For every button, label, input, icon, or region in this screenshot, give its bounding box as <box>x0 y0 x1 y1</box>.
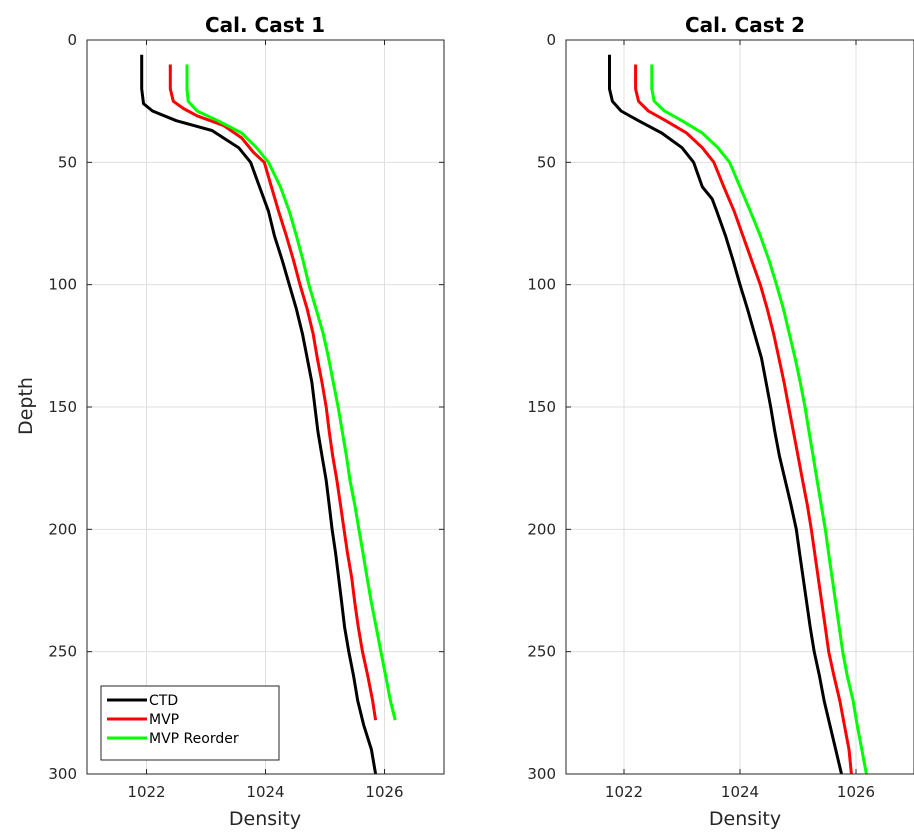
y-tick-label: 200 <box>48 520 77 538</box>
y-tick-label: 150 <box>527 398 556 416</box>
series-line-ctd <box>140 54 378 775</box>
y-tick-label: 200 <box>527 520 556 538</box>
x-axis-label: Density <box>229 808 301 830</box>
legend-entry: MVP <box>149 712 179 728</box>
x-tick-label: 1022 <box>127 783 165 801</box>
chart-panel-cal-cast-2: 1022 1024 1026 0 50 100 150 200 250 300 Cal. Cast … <box>527 13 914 830</box>
y-tick-label: 100 <box>48 276 77 294</box>
chart-panel-cal-cast-1: 1022 1024 1026 0 50 100 150 200 250 300 CTD MVP MVP … <box>15 13 445 830</box>
x-tick-label: 1026 <box>837 783 875 801</box>
x-tick-label: 1026 <box>365 783 403 801</box>
y-tick-label: 100 <box>527 276 556 294</box>
x-tick-label: 1024 <box>246 783 284 801</box>
legend-entry: MVP Reorder <box>149 731 239 747</box>
y-tick-label: 0 <box>546 31 556 49</box>
series-line-mvp <box>168 64 378 721</box>
y-tick-label: 300 <box>527 765 556 783</box>
x-tick-label: 1024 <box>721 783 759 801</box>
y-axis-label: Depth <box>15 377 37 435</box>
series-line-ctd <box>608 54 843 775</box>
legend-box <box>100 685 280 761</box>
series-line-mvp-reorder <box>185 64 397 721</box>
y-tick-label: 300 <box>48 765 77 783</box>
y-tick-label: 150 <box>48 398 77 416</box>
y-tick-label: 0 <box>67 31 77 49</box>
y-tick-label: 50 <box>537 153 556 171</box>
chart-title: Cal. Cast 1 <box>205 13 325 37</box>
series-line-mvp-reorder <box>650 64 868 775</box>
legend-entry: CTD <box>149 693 178 709</box>
series-line-mvp <box>634 64 853 775</box>
y-tick-label: 250 <box>527 643 556 661</box>
x-axis-label: Density <box>709 808 781 830</box>
chart-title: Cal. Cast 2 <box>685 13 805 37</box>
y-tick-label: 50 <box>58 153 77 171</box>
y-tick-label: 250 <box>48 643 77 661</box>
x-tick-label: 1022 <box>605 783 643 801</box>
